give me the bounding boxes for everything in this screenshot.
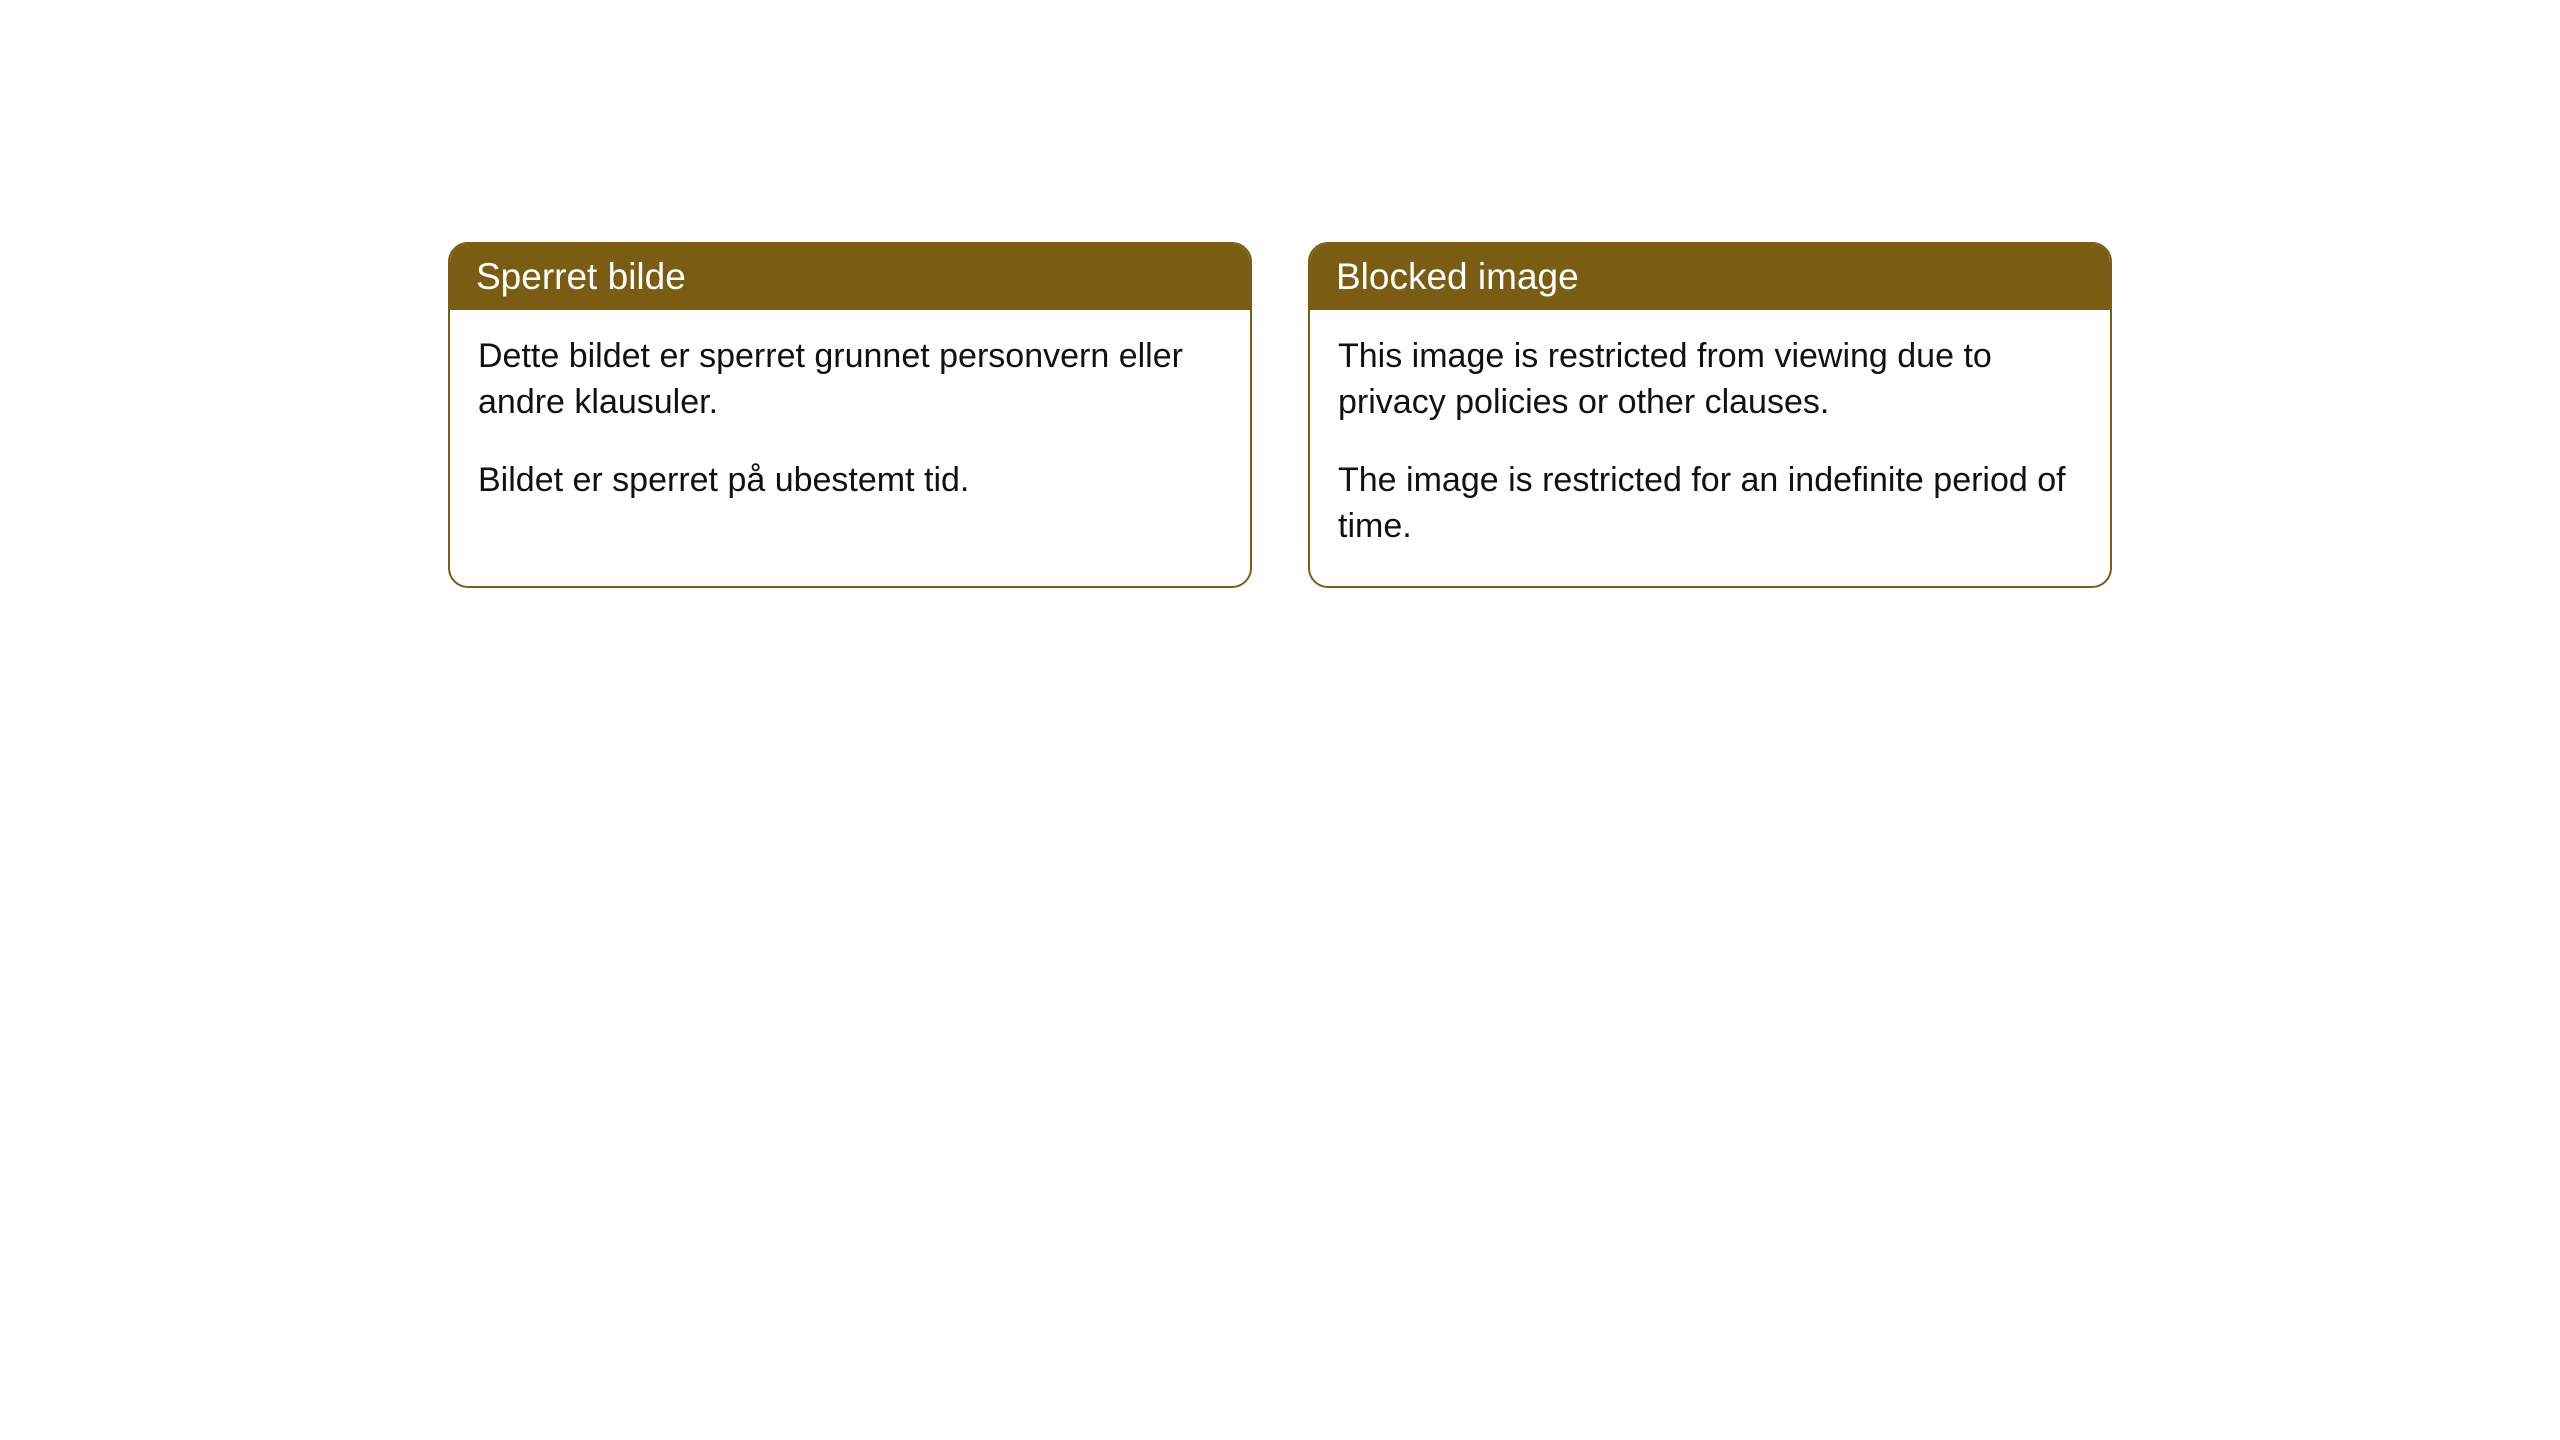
card-body: This image is restricted from viewing du… xyxy=(1310,310,2110,586)
blocked-image-card-norwegian: Sperret bilde Dette bildet er sperret gr… xyxy=(448,242,1252,588)
card-paragraph: Bildet er sperret på ubestemt tid. xyxy=(478,458,1222,504)
card-paragraph: Dette bildet er sperret grunnet personve… xyxy=(478,334,1222,426)
card-title: Blocked image xyxy=(1336,256,1579,297)
card-header: Sperret bilde xyxy=(450,244,1250,310)
card-header: Blocked image xyxy=(1310,244,2110,310)
card-title: Sperret bilde xyxy=(476,256,686,297)
card-paragraph: This image is restricted from viewing du… xyxy=(1338,334,2082,426)
card-body: Dette bildet er sperret grunnet personve… xyxy=(450,310,1250,540)
card-paragraph: The image is restricted for an indefinit… xyxy=(1338,458,2082,550)
blocked-image-card-english: Blocked image This image is restricted f… xyxy=(1308,242,2112,588)
card-container: Sperret bilde Dette bildet er sperret gr… xyxy=(0,0,2560,588)
